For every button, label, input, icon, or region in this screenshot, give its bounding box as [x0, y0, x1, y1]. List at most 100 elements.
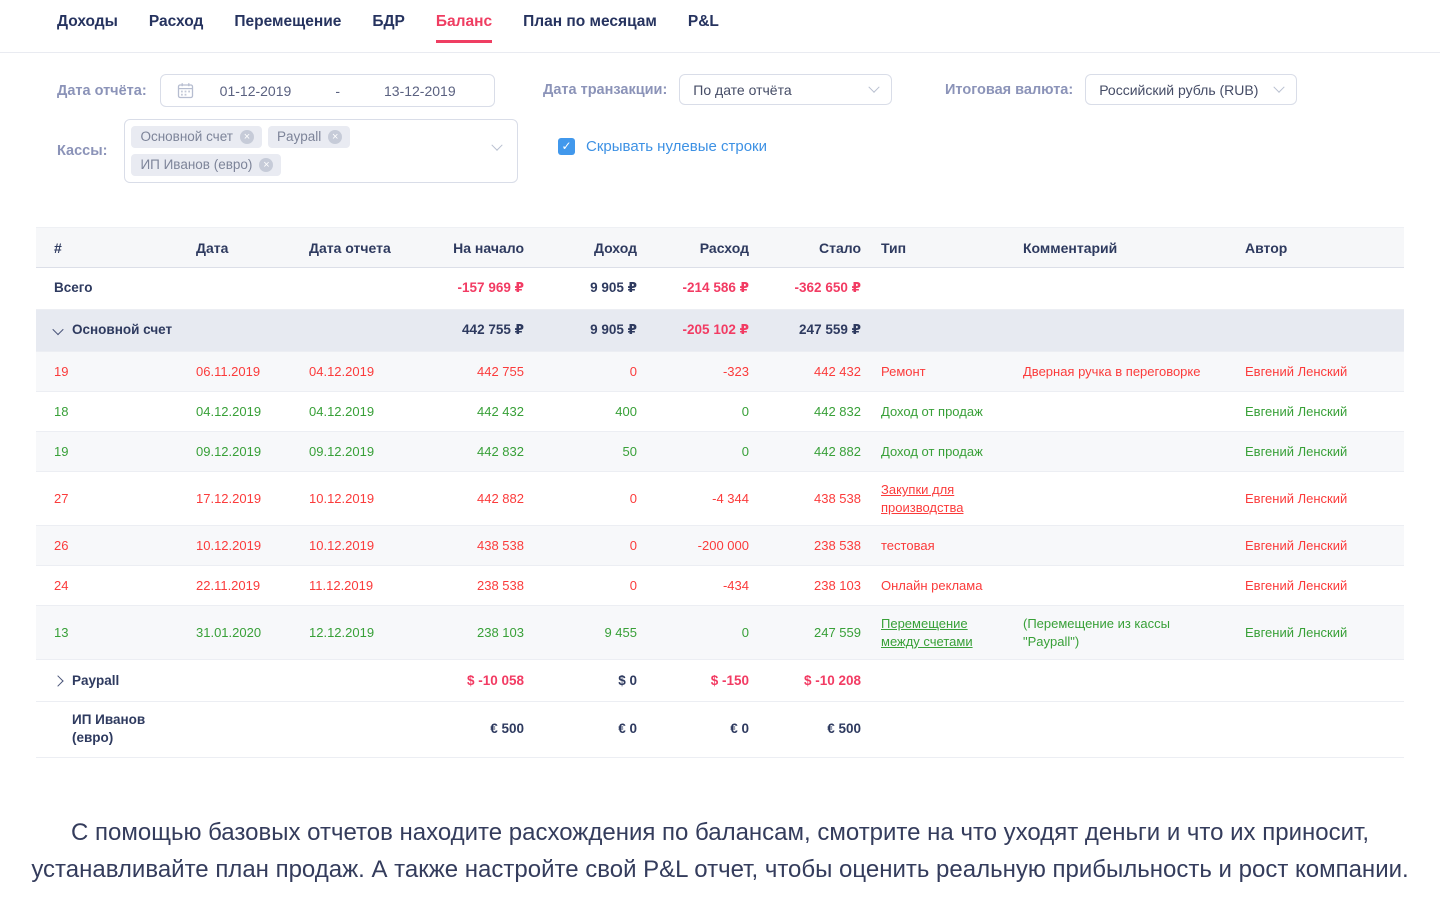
- cash-account-chip: Основной счет ×: [131, 126, 262, 148]
- report-date-from[interactable]: 01-12-2019: [219, 82, 292, 99]
- group-row[interactable]: Paypall $ -10 058 $ 0 $ -150 $ -10 208: [36, 660, 1404, 703]
- column-header: Комментарий: [1023, 239, 1118, 256]
- report-date-input[interactable]: 01-12-2019 - 13-12-2019: [159, 74, 495, 107]
- table-cell: [871, 322, 1013, 340]
- table-cell: [1013, 672, 1235, 690]
- table-row[interactable]: 18 04.12.2019 04.12.2019 442 432 400 0 442 832…: [36, 392, 1404, 432]
- transaction-date-filter: Дата транзакции: По дате отчёта: [543, 74, 893, 105]
- table-cell: 0: [629, 537, 637, 553]
- table-cell: [186, 280, 299, 298]
- table-cell: 442 832: [477, 443, 524, 459]
- table-cell: $ -10 058: [466, 672, 524, 688]
- tab-monthly-plan[interactable]: План по месяцам: [523, 13, 657, 30]
- table-row[interactable]: 24 22.11.2019 11.12.2019 238 538 0 -434 238 10…: [36, 566, 1404, 607]
- tab-expenses[interactable]: Расход: [148, 13, 204, 30]
- table-row[interactable]: 19 06.11.2019 04.12.2019 442 755 0 -323 442 43…: [36, 352, 1404, 392]
- transaction-date-value: По дате отчёта: [693, 81, 792, 98]
- table-cell: [871, 280, 1013, 298]
- tab-transfers[interactable]: Перемещение: [234, 13, 342, 30]
- table-cell: -200 000: [697, 537, 749, 553]
- table-row[interactable]: 13 31.01.2020 12.12.2019 238 103 9 455 0 247 5…: [36, 606, 1404, 661]
- table-cell: [1235, 322, 1404, 340]
- report-tabs: Доходы Расход Перемещение БДР Баланс План по …: [0, 0, 1440, 53]
- report-date-separator: -: [335, 82, 340, 99]
- table-row[interactable]: 26 10.12.2019 10.12.2019 438 538 0 -200 000 23…: [36, 526, 1404, 567]
- comment-cell: [1013, 443, 1235, 461]
- row-label: Всего: [36, 270, 186, 306]
- filters-panel: Дата отчёта: 01-12-2019 - 13-12-2019 Дат…: [0, 74, 1440, 202]
- group-row[interactable]: Основной счет 442 755 ₽ 9 905 ₽ -205 102 ₽ 2…: [36, 310, 1404, 352]
- column-header: Автор: [1245, 239, 1288, 256]
- table-cell: 238 103: [814, 577, 861, 593]
- table-row[interactable]: 27 17.12.2019 10.12.2019 442 882 0 -4 344 438 …: [36, 472, 1404, 527]
- comment-cell: (Перемещение из кассы "Paypall"): [1023, 616, 1170, 649]
- comment-cell: Дверная ручка в переговорке: [1023, 363, 1201, 379]
- table-cell: 10.12.2019: [309, 537, 375, 553]
- author-cell: Евгений Ленский: [1245, 443, 1348, 459]
- table-cell: 442 882: [814, 443, 861, 459]
- table-cell: [186, 720, 299, 738]
- table-cell: 09.12.2019: [196, 443, 262, 459]
- table-cell: [1013, 322, 1235, 340]
- table-cell: 11.12.2019: [309, 577, 374, 593]
- cash-accounts-filter: Кассы: Основной счет × Paypall × ИП Иванов (…: [57, 119, 519, 183]
- chevron-down-icon: [1273, 81, 1285, 93]
- cash-accounts-select[interactable]: Основной счет × Paypall × ИП Иванов (евро) ×: [124, 119, 519, 183]
- cash-accounts-chips: Основной счет × Paypall × ИП Иванов (евро) ×: [131, 126, 483, 176]
- total-currency-filter: Итоговая валюта: Российский рубль (RUB): [945, 74, 1298, 105]
- tab-incomes[interactable]: Доходы: [57, 13, 118, 30]
- table-cell: 442 755: [477, 363, 524, 379]
- table-cell: 9 905 ₽: [590, 280, 637, 296]
- chevron-right-icon[interactable]: [52, 675, 64, 687]
- remove-chip-icon[interactable]: ×: [239, 129, 254, 144]
- type-link[interactable]: Перемещение между счетами: [881, 616, 973, 649]
- table-cell: 50: [622, 443, 637, 459]
- total-currency-select[interactable]: Российский рубль (RUB): [1085, 74, 1298, 105]
- table-cell: -4 344: [712, 490, 749, 506]
- row-number: 19: [54, 443, 69, 459]
- hide-zero-label[interactable]: Скрывать нулевые строки: [586, 138, 767, 155]
- hide-zero-rows-toggle[interactable]: ✓ Скрывать нулевые строки: [558, 138, 767, 155]
- column-header: Дата: [196, 239, 229, 256]
- type-link[interactable]: Закупки для производства: [881, 482, 964, 515]
- type-cell: Закупки для производства: [871, 472, 1013, 525]
- row-number: 18: [54, 403, 69, 419]
- table-row[interactable]: 19 09.12.2019 09.12.2019 442 832 50 0 442 882 Д…: [36, 432, 1404, 472]
- table-header: # Дата Дата отчета На начало Доход Расход Стал…: [36, 228, 1404, 268]
- remove-chip-icon[interactable]: ×: [259, 157, 274, 172]
- tab-balance[interactable]: Баланс: [435, 13, 493, 52]
- comment-cell: [1013, 403, 1235, 421]
- table-cell: $ -150: [710, 672, 749, 688]
- author-cell: Евгений Ленский: [1245, 403, 1348, 419]
- table-cell: 0: [629, 577, 637, 593]
- balance-table: # Дата Дата отчета На начало Доход Расход Стал…: [36, 227, 1404, 758]
- report-date-range: 01-12-2019 - 13-12-2019: [198, 83, 478, 99]
- row-number: 13: [54, 624, 69, 640]
- table-cell: 9 905 ₽: [590, 322, 637, 338]
- table-cell: 0: [741, 443, 749, 459]
- table-cell: $ 0: [618, 672, 637, 688]
- table-cell: 442 432: [477, 403, 524, 419]
- tab-pl[interactable]: P&L: [687, 13, 719, 30]
- chip-label: Paypall: [276, 129, 322, 144]
- chevron-down-icon[interactable]: [52, 323, 64, 335]
- column-header: Доход: [593, 239, 637, 256]
- cash-accounts-label: Кассы:: [57, 143, 108, 159]
- group-row[interactable]: ИП Иванов (евро) € 500 € 0 € 0 € 500: [36, 702, 1404, 758]
- hide-zero-checkbox[interactable]: ✓: [558, 138, 575, 155]
- table-body: Всего -157 969 ₽ 9 905 ₽ -214 586 ₽ -362 650…: [36, 268, 1404, 758]
- chip-label: ИП Иванов (евро): [140, 157, 253, 172]
- remove-chip-icon[interactable]: ×: [328, 129, 343, 144]
- type-cell: тестовая: [881, 537, 935, 553]
- tab-bdr[interactable]: БДР: [372, 13, 405, 30]
- table-cell: € 0: [618, 721, 637, 737]
- row-label: Основной счет: [36, 312, 186, 348]
- table-cell: 238 103: [477, 624, 524, 640]
- type-cell: Доход от продаж: [881, 443, 983, 459]
- table-cell: -157 969 ₽: [457, 280, 524, 296]
- transaction-date-select[interactable]: По дате отчёта: [679, 74, 893, 105]
- table-cell: 0: [741, 624, 749, 640]
- table-cell: [299, 672, 424, 690]
- report-date-to[interactable]: 13-12-2019: [384, 82, 456, 99]
- column-header: На начало: [453, 239, 524, 256]
